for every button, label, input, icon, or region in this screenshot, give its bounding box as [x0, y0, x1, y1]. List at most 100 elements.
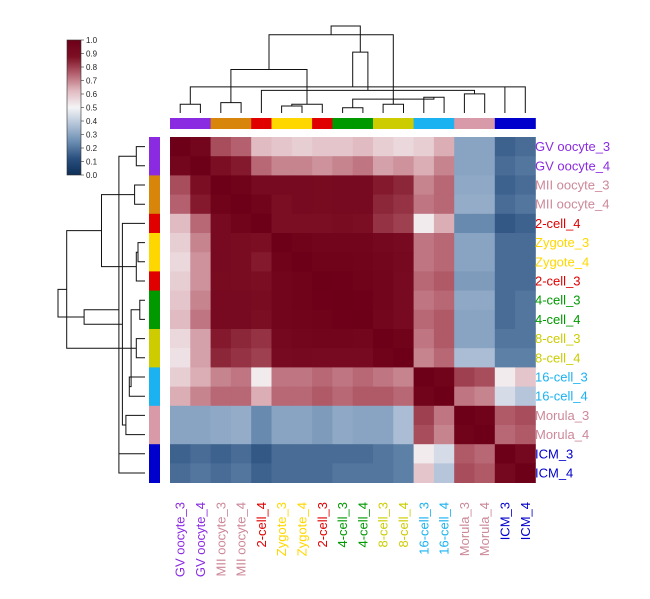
heatmap-cell: [312, 405, 333, 426]
heatmap-cell: [190, 194, 211, 215]
heatmap-cell: [515, 252, 536, 272]
heatmap-cell: [170, 271, 191, 291]
heatmap-cell: [433, 271, 455, 291]
heatmap-cell: [352, 213, 374, 234]
row-group-swatch: [149, 444, 160, 464]
row-group-swatch: [149, 137, 160, 157]
heatmap-cell: [515, 137, 536, 157]
row-label: Morula_3: [535, 408, 589, 423]
column-group-swatch: [373, 118, 394, 129]
column-label: 8-cell_4: [396, 502, 411, 548]
row-group-swatch: [149, 213, 160, 234]
heatmap-cell: [210, 194, 232, 215]
heatmap-cell: [271, 444, 293, 464]
heatmap-cell: [271, 405, 293, 426]
heatmap-cell: [332, 309, 354, 330]
column-group-swatch: [251, 118, 272, 129]
heatmap-cell: [494, 194, 516, 215]
heatmap-cell: [210, 271, 232, 291]
heatmap-cell: [251, 444, 272, 464]
heatmap-cell: [393, 463, 414, 483]
heatmap-cell: [373, 290, 394, 311]
row-label: 2-cell_3: [535, 274, 581, 289]
heatmap-cell: [251, 194, 272, 215]
heatmap-cell: [433, 425, 455, 445]
heatmap-cell: [210, 137, 232, 157]
heatmap-cell: [291, 348, 313, 368]
heatmap-cell: [373, 405, 394, 426]
heatmap-cell: [413, 252, 435, 272]
column-group-swatch: [291, 118, 313, 129]
heatmap-cell: [454, 309, 475, 330]
row-group-swatch: [149, 309, 160, 330]
row-group-swatch: [149, 405, 160, 426]
heatmap-cell: [190, 367, 211, 387]
heatmap-cell: [312, 137, 333, 157]
heatmap-cell: [210, 290, 232, 311]
heatmap-cell: [291, 175, 313, 195]
heatmap-cell: [454, 290, 475, 311]
heatmap-cell: [251, 425, 272, 445]
heatmap-cell: [474, 386, 496, 407]
heatmap-cell: [312, 367, 333, 387]
heatmap-cell: [230, 252, 252, 272]
heatmap-cell: [393, 425, 414, 445]
row-label: MII oocyte_3: [535, 178, 609, 193]
row-label: Morula_4: [535, 427, 589, 442]
heatmap-cell: [210, 233, 232, 253]
heatmap-cell: [433, 137, 455, 157]
heatmap-cell: [291, 386, 313, 407]
heatmap-cell: [251, 233, 272, 253]
column-group-swatch: [210, 118, 232, 129]
heatmap-cell: [515, 271, 536, 291]
heatmap-cell: [190, 233, 211, 253]
heatmap-cell: [454, 271, 475, 291]
heatmap-cell: [190, 290, 211, 311]
heatmap-cell: [352, 137, 374, 157]
heatmap-cell: [474, 329, 496, 349]
color-key-tick-label: 1.0: [86, 36, 98, 45]
column-label: ICM_4: [518, 502, 533, 540]
heatmap-cell: [332, 137, 354, 157]
heatmap-cell: [332, 290, 354, 311]
heatmap-cell: [230, 213, 252, 234]
row-label: 2-cell_4: [535, 216, 581, 231]
heatmap-cell: [170, 137, 191, 157]
heatmap-cell: [230, 367, 252, 387]
heatmap-cell: [271, 290, 293, 311]
heatmap-cell: [413, 137, 435, 157]
heatmap-cell: [433, 252, 455, 272]
heatmap-cell: [332, 425, 354, 445]
heatmap-cell: [433, 194, 455, 215]
heatmap-cell: [230, 329, 252, 349]
heatmap-cell: [515, 348, 536, 368]
heatmap-cell: [373, 233, 394, 253]
heatmap-cell: [373, 329, 394, 349]
column-group-swatch: [312, 118, 333, 129]
heatmap-cell: [352, 444, 374, 464]
heatmap-cell: [251, 271, 272, 291]
heatmap-cell: [373, 348, 394, 368]
column-label: Morula_3: [457, 502, 472, 556]
heatmap-cell: [393, 137, 414, 157]
heatmap-cell: [251, 309, 272, 330]
heatmap-cell: [413, 405, 435, 426]
heatmap-cell: [312, 444, 333, 464]
heatmap-cell: [433, 386, 455, 407]
heatmap-cell: [332, 329, 354, 349]
heatmap-cell: [291, 309, 313, 330]
heatmap-cell: [515, 329, 536, 349]
heatmap-cell: [474, 175, 496, 195]
row-group-swatch: [149, 233, 160, 253]
row-group-swatch: [149, 252, 160, 272]
heatmap-cell: [393, 175, 414, 195]
heatmap-cell: [515, 156, 536, 176]
heatmap-cell: [515, 405, 536, 426]
row-group-swatch: [149, 156, 160, 176]
heatmap-cell: [332, 194, 354, 215]
heatmap-cell: [210, 309, 232, 330]
heatmap-cell: [454, 463, 475, 483]
heatmap-cell: [312, 175, 333, 195]
heatmap-cell: [210, 444, 232, 464]
